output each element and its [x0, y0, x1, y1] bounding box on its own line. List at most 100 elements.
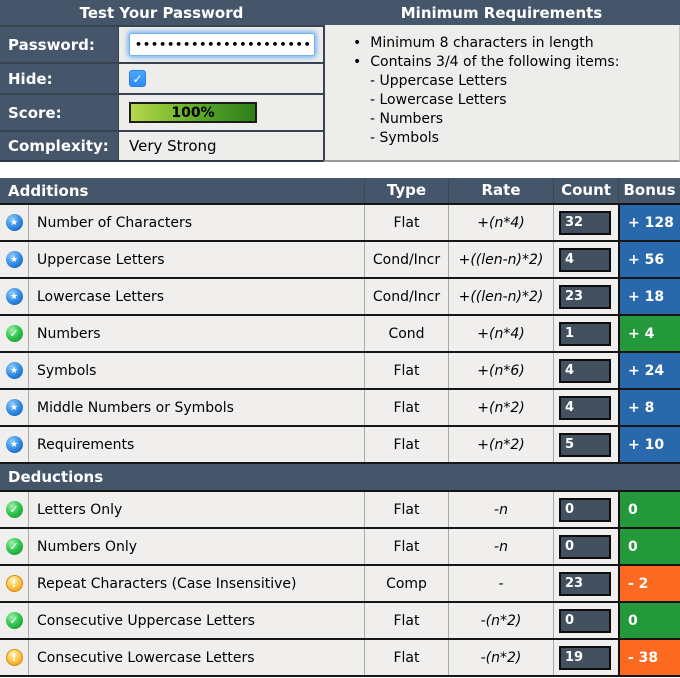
row-icon-cell: ✓	[0, 316, 28, 351]
row-icon-cell: ✓	[0, 492, 28, 527]
row-count-cell	[553, 205, 618, 240]
password-cell	[118, 27, 323, 62]
row-count-cell	[553, 566, 618, 601]
warning-icon: !	[5, 649, 23, 666]
row-name: Lowercase Letters	[28, 279, 364, 314]
row-name: Numbers Only	[28, 529, 364, 564]
row-count-cell	[553, 640, 618, 675]
row-type: Flat	[364, 205, 448, 240]
table-row: ★ Uppercase Letters Cond/Incr +((len-n)*…	[0, 242, 680, 279]
row-rate: -(n*2)	[448, 640, 553, 675]
row-type: Flat	[364, 353, 448, 388]
warning-icon: !	[5, 575, 23, 592]
password-input[interactable]	[129, 33, 315, 56]
row-type: Flat	[364, 492, 448, 527]
requirement-sub-item: - Lowercase Letters	[370, 92, 507, 108]
star-icon: ★	[5, 251, 23, 268]
row-count-cell	[553, 316, 618, 351]
table-row: ✓ Numbers Only Flat -n 0	[0, 529, 680, 566]
count-input[interactable]	[559, 645, 611, 670]
score-value: 100%	[171, 104, 215, 121]
score-bar: 100%	[129, 102, 257, 123]
row-type: Flat	[364, 427, 448, 462]
hide-checkbox[interactable]: ✓	[129, 70, 146, 87]
row-rate: +(n*4)	[448, 316, 553, 351]
row-icon-cell: ✓	[0, 603, 28, 638]
row-bonus: 0	[618, 603, 680, 638]
row-name: Consecutive Uppercase Letters	[28, 603, 364, 638]
row-type: Cond	[364, 316, 448, 351]
table-row: ! Repeat Characters (Case Insensitive) C…	[0, 566, 680, 603]
count-input[interactable]	[559, 247, 611, 272]
score-table: Additions Type Rate Count Bonus ★ Number…	[0, 178, 680, 677]
row-bonus: 0	[618, 529, 680, 564]
row-name: Number of Characters	[28, 205, 364, 240]
requirement-text: Minimum 8 characters in length	[370, 35, 594, 51]
row-type: Flat	[364, 390, 448, 425]
requirement-item: • Contains 3/4 of the following items:	[353, 53, 679, 72]
check-icon: ✓	[5, 325, 23, 342]
count-input[interactable]	[559, 432, 611, 457]
complexity-row: Complexity: Very Strong	[0, 130, 323, 160]
row-icon-cell: !	[0, 640, 28, 675]
count-input[interactable]	[559, 395, 611, 420]
check-icon: ✓	[5, 538, 23, 555]
row-icon-cell: ★	[0, 205, 28, 240]
complexity-value: Very Strong	[118, 132, 323, 160]
deductions-rows: ✓ Letters Only Flat -n 0 ✓ Numbers Only …	[0, 492, 680, 677]
star-icon: ★	[5, 399, 23, 416]
row-count-cell	[553, 279, 618, 314]
row-type: Flat	[364, 529, 448, 564]
row-rate: +(n*2)	[448, 427, 553, 462]
column-bonus: Bonus	[618, 178, 680, 203]
row-name: Consecutive Lowercase Letters	[28, 640, 364, 675]
count-input[interactable]	[559, 534, 611, 559]
row-bonus: + 10	[618, 427, 680, 462]
count-input[interactable]	[559, 284, 611, 309]
requirements-list: • Minimum 8 characters in length • Contains…	[323, 25, 680, 162]
additions-rows: ★ Number of Characters Flat +(n*4) + 128…	[0, 205, 680, 464]
hide-label: Hide:	[8, 69, 53, 88]
row-count-cell	[553, 353, 618, 388]
row-count-cell	[553, 603, 618, 638]
row-bonus: + 128	[618, 205, 680, 240]
deductions-header: Deductions	[0, 464, 680, 492]
row-rate: -n	[448, 529, 553, 564]
count-input[interactable]	[559, 321, 611, 346]
score-label: Score:	[8, 103, 62, 122]
row-count-cell	[553, 492, 618, 527]
table-row: ! Consecutive Lowercase Letters Flat -(n…	[0, 640, 680, 677]
complexity-label: Complexity:	[8, 137, 109, 155]
row-rate: -(n*2)	[448, 603, 553, 638]
column-rate: Rate	[448, 178, 553, 203]
row-name: Repeat Characters (Case Insensitive)	[28, 566, 364, 601]
requirement-text: Contains 3/4 of the following items:	[370, 54, 620, 70]
column-count: Count	[553, 178, 618, 203]
count-input[interactable]	[559, 497, 611, 522]
row-type: Cond/Incr	[364, 242, 448, 277]
row-bonus: + 8	[618, 390, 680, 425]
bullet-icon: •	[353, 54, 362, 70]
test-password-title: Test Your Password	[0, 0, 323, 25]
row-count-cell	[553, 529, 618, 564]
count-input[interactable]	[559, 210, 611, 235]
column-type: Type	[364, 178, 448, 203]
table-row: ★ Middle Numbers or Symbols Flat +(n*2) …	[0, 390, 680, 427]
row-icon-cell: ★	[0, 390, 28, 425]
row-icon-cell: ★	[0, 353, 28, 388]
requirement-sub-item: - Uppercase Letters	[370, 73, 508, 89]
row-icon-cell: !	[0, 566, 28, 601]
row-rate: -	[448, 566, 553, 601]
count-input[interactable]	[559, 358, 611, 383]
count-input[interactable]	[559, 608, 611, 633]
section-gap	[0, 162, 680, 178]
star-icon: ★	[5, 288, 23, 305]
row-count-cell	[553, 427, 618, 462]
row-icon-cell: ★	[0, 427, 28, 462]
row-icon-cell: ★	[0, 279, 28, 314]
row-bonus: + 18	[618, 279, 680, 314]
row-icon-cell: ★	[0, 242, 28, 277]
count-input[interactable]	[559, 571, 611, 596]
row-rate: +(n*2)	[448, 390, 553, 425]
